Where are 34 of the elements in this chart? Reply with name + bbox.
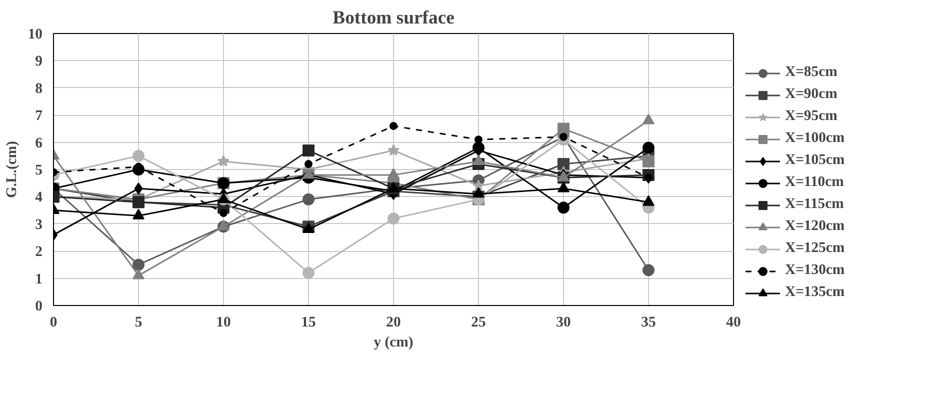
y-tick-label: 1 [35, 271, 42, 288]
legend-label: X=135cm [785, 284, 845, 302]
y-tick-label: 2 [35, 244, 42, 260]
legend-label: X=95cm [785, 108, 838, 126]
y-axis-title: G.L.(cm) [4, 140, 20, 198]
y-tick-label: 10 [28, 26, 42, 42]
x-tick-label: 40 [726, 314, 741, 330]
y-tick-label: 4 [35, 190, 44, 206]
y-tick-label: 7 [35, 108, 42, 124]
x-tick-label: 20 [386, 314, 401, 330]
legend-label: X=85cm [785, 64, 838, 82]
y-tick-label: 3 [35, 216, 42, 233]
x-tick-label: 25 [471, 314, 486, 330]
legend-label: X=130cm [785, 262, 845, 280]
legend-label: X=115cm [785, 196, 844, 214]
x-tick-label: 15 [301, 314, 316, 330]
legend-label: X=120cm [785, 218, 845, 236]
y-tick-label: 8 [35, 80, 42, 97]
legend-label: X=100cm [785, 130, 845, 148]
x-tick-label: 35 [641, 314, 656, 330]
y-tick-label: 9 [35, 54, 42, 70]
y-tick-label: 6 [35, 135, 42, 152]
legend-label: X=105cm [785, 152, 845, 170]
legend-label: X=125cm [785, 240, 845, 258]
x-axis-title: y (cm) [374, 334, 414, 350]
y-tick-label: 5 [35, 162, 42, 178]
x-tick-label: 0 [50, 314, 58, 330]
x-tick-label: 10 [216, 314, 231, 330]
legend-label: X=90cm [785, 86, 838, 104]
chart-title: Bottom surface [332, 8, 454, 28]
y-tick-label: 0 [35, 298, 42, 314]
x-tick-label: 5 [134, 314, 142, 330]
x-tick-label: 30 [556, 314, 571, 330]
legend-label: X=110cm [785, 174, 844, 192]
